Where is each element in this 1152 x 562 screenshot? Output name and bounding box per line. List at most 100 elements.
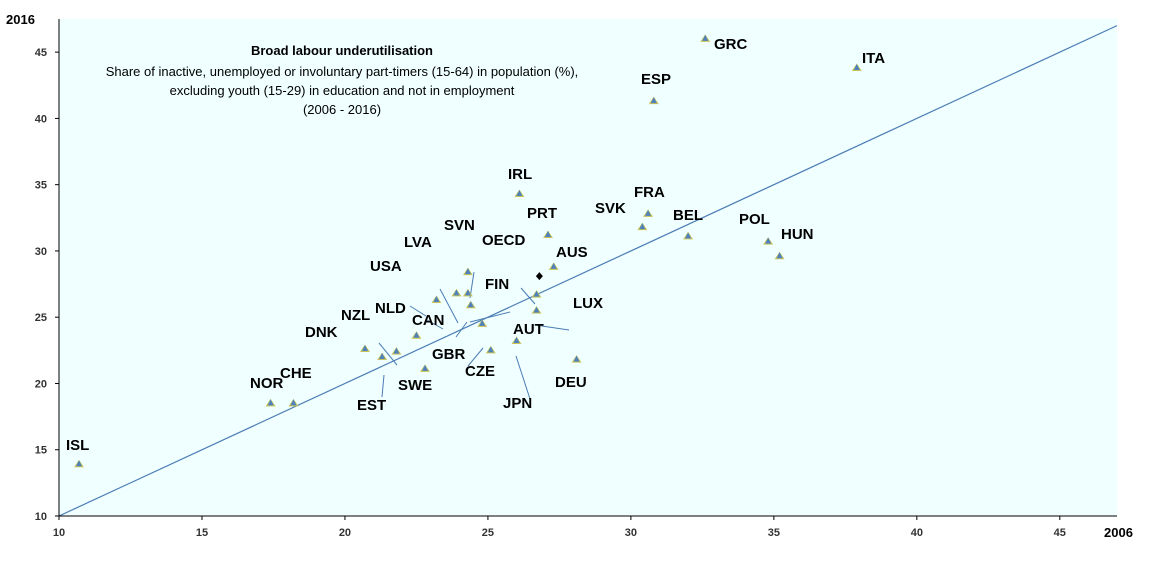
data-point-est xyxy=(377,352,388,360)
point-label-est: EST xyxy=(357,397,386,414)
data-point-top xyxy=(76,460,83,467)
chart-subtitle-line-2: excluding youth (15-29) in education and… xyxy=(170,83,515,98)
leader-line-nzl xyxy=(378,342,398,366)
data-point-gbr xyxy=(511,336,522,345)
y-tick-label: 15 xyxy=(35,445,47,457)
x-axis-title: 2006 xyxy=(1104,525,1133,540)
data-point-can xyxy=(465,300,476,309)
data-point-top xyxy=(290,399,297,406)
point-label-can: CAN xyxy=(412,312,445,329)
data-point-aus xyxy=(548,262,559,270)
data-markers xyxy=(74,34,862,468)
chart-subtitle-line-3: (2006 - 2016) xyxy=(303,102,381,117)
point-label-bel: BEL xyxy=(673,207,703,224)
point-label-ita: ITA xyxy=(862,50,885,67)
leader-line-cze xyxy=(467,347,484,367)
data-point-bel xyxy=(683,231,694,240)
x-axis-ticks: 10 15 20 25 30 35 40 45 xyxy=(53,516,1066,539)
axes xyxy=(58,19,1117,517)
data-point-prt xyxy=(542,230,553,239)
data-point-che xyxy=(288,398,299,407)
data-point-usa xyxy=(431,295,442,303)
point-label-prt: PRT xyxy=(527,205,557,222)
leader-line-jpn xyxy=(515,355,531,400)
point-label-oecd: OECD xyxy=(482,232,526,249)
x-tick-label: 30 xyxy=(625,527,637,539)
leader-line-est xyxy=(381,374,385,398)
data-point-top xyxy=(516,189,523,196)
data-point-jpn xyxy=(420,364,431,372)
point-label-svn: SVN xyxy=(444,217,475,234)
data-point-nor xyxy=(265,398,276,407)
point-label-hun: HUN xyxy=(781,226,814,243)
data-point-deu xyxy=(571,355,582,363)
point-label-nzl: NZL xyxy=(341,307,370,324)
data-point-irl xyxy=(514,189,525,197)
data-point-top xyxy=(467,301,474,308)
point-label-jpn: JPN xyxy=(503,395,532,412)
data-point-oecd xyxy=(535,272,543,281)
x-tick-label: 45 xyxy=(1054,527,1066,539)
chart-title-block: Broad labour underutilisation Share of i… xyxy=(106,43,579,117)
y-axis-title: 2016 xyxy=(6,12,35,27)
leader-line-nld xyxy=(409,305,427,317)
data-point-top xyxy=(645,209,652,216)
data-point-top xyxy=(379,352,386,359)
point-label-grc: GRC xyxy=(714,36,748,53)
data-point-nld xyxy=(462,288,473,297)
data-point-top xyxy=(650,97,657,104)
data-point-top xyxy=(550,262,557,269)
point-label-lva: LVA xyxy=(404,234,432,251)
point-label-fin: FIN xyxy=(485,276,509,293)
data-point-top xyxy=(544,231,551,238)
point-label-che: CHE xyxy=(280,365,312,382)
x-tick-label: 20 xyxy=(339,527,351,539)
x-tick-label: 10 xyxy=(53,527,65,539)
point-label-aut: AUT xyxy=(513,321,544,338)
data-point-dnk xyxy=(359,344,370,353)
data-point-top xyxy=(685,232,692,239)
data-point-top xyxy=(487,346,494,353)
data-point-top xyxy=(361,345,368,352)
leader-line-aut xyxy=(469,311,511,323)
x-tick-label: 25 xyxy=(482,527,494,539)
point-label-nld: NLD xyxy=(375,300,406,317)
data-point-ita xyxy=(851,63,862,72)
point-label-cze: CZE xyxy=(465,363,495,380)
y-tick-label: 20 xyxy=(35,378,47,390)
x-tick-label: 35 xyxy=(768,527,780,539)
plot-background xyxy=(59,19,1117,516)
reference-diagonal-line xyxy=(58,25,1118,517)
data-point-top xyxy=(433,295,440,302)
data-point-cze xyxy=(485,345,496,354)
y-tick-label: 45 xyxy=(35,47,47,59)
leader-line-gbr xyxy=(455,321,468,338)
leader-line-fin xyxy=(520,287,536,305)
data-point-top xyxy=(853,64,860,71)
data-point-top xyxy=(393,347,400,354)
chart-subtitle-line-1: Share of inactive, unemployed or involun… xyxy=(106,64,579,79)
data-point-top xyxy=(776,252,783,259)
data-point-aut xyxy=(477,319,488,327)
point-label-nor: NOR xyxy=(250,375,284,392)
data-point-isl xyxy=(74,459,85,468)
leader-line-lva xyxy=(439,288,459,324)
data-point-top xyxy=(267,399,274,406)
data-point-top xyxy=(533,306,540,313)
y-axis-ticks: 10 15 20 25 30 35 40 45 xyxy=(35,47,59,523)
data-point-grc xyxy=(700,34,711,42)
y-tick-label: 30 xyxy=(35,246,47,258)
chart-title: Broad labour underutilisation xyxy=(251,43,433,58)
data-point-nzl xyxy=(411,331,422,339)
point-label-gbr: GBR xyxy=(432,346,466,363)
data-point-hun xyxy=(774,251,785,260)
x-tick-label: 15 xyxy=(196,527,208,539)
data-point-svk xyxy=(637,222,648,231)
point-label-aus: AUS xyxy=(556,244,588,261)
leader-line-lux xyxy=(534,324,570,331)
data-point-top xyxy=(702,34,709,41)
data-point-swe xyxy=(391,347,402,355)
point-label-irl: IRL xyxy=(508,166,532,183)
y-tick-label: 40 xyxy=(35,113,47,125)
